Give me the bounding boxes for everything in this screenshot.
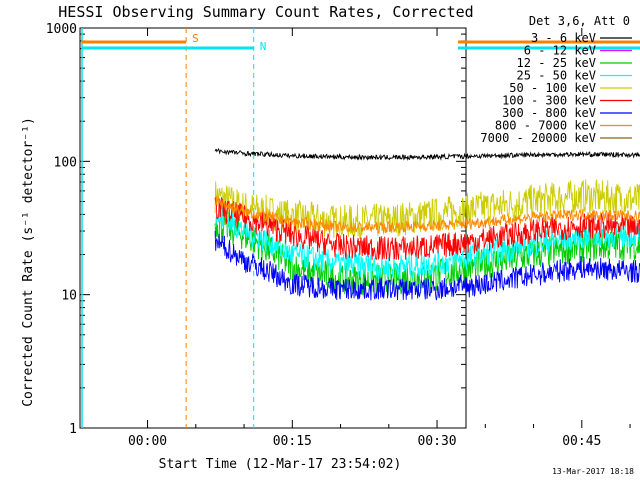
x-tick-label: 00:00 (128, 434, 167, 449)
y-tick-label: 1000 (46, 22, 77, 37)
series-line (214, 197, 640, 262)
chart-title: HESSI Observing Summary Count Rates, Cor… (58, 3, 473, 21)
series-line (214, 230, 640, 301)
legend-entry-label: 25 - 50 keV (517, 69, 596, 83)
y-axis-label: Corrected Count Rate (s⁻¹ detector⁻¹) (21, 117, 36, 407)
plot-frame (79, 27, 467, 429)
legend-entry-label: 3 - 6 keV (531, 31, 596, 45)
night-marker-label: N (260, 40, 267, 53)
saa-marker-label: S (192, 32, 199, 45)
legend-entry-label: 300 - 800 keV (502, 106, 596, 120)
legend-entry-label: 50 - 100 keV (509, 81, 596, 95)
series-line (214, 207, 640, 281)
legend-entry-label: 6 - 12 keV (524, 44, 596, 58)
legend-entry-label: 800 - 7000 keV (495, 119, 596, 133)
x-tick-label: 00:30 (417, 434, 456, 449)
series-line (214, 210, 640, 296)
series-line (214, 147, 640, 161)
legend-entry-label: 100 - 300 keV (502, 94, 596, 108)
plot-area: 00:0000:1500:3000:4501:0001:1501:3011010… (46, 22, 640, 449)
series-line (214, 195, 640, 235)
legend-entry-label: 12 - 25 keV (517, 56, 596, 70)
x-tick-label: 00:45 (562, 434, 601, 449)
legend-entry-label: 7000 - 20000 keV (480, 131, 596, 145)
footer-timestamp: 13-Mar-2017 18:18 (552, 467, 634, 476)
y-tick-label: 1 (69, 422, 77, 437)
legend-title: Det 3,6, Att 0 (529, 14, 630, 28)
y-tick-label: 100 (54, 155, 77, 170)
x-tick-label: 00:15 (273, 434, 312, 449)
x-axis-label: Start Time (12-Mar-17 23:54:02) (159, 457, 402, 472)
y-tick-label: 10 (61, 289, 77, 304)
